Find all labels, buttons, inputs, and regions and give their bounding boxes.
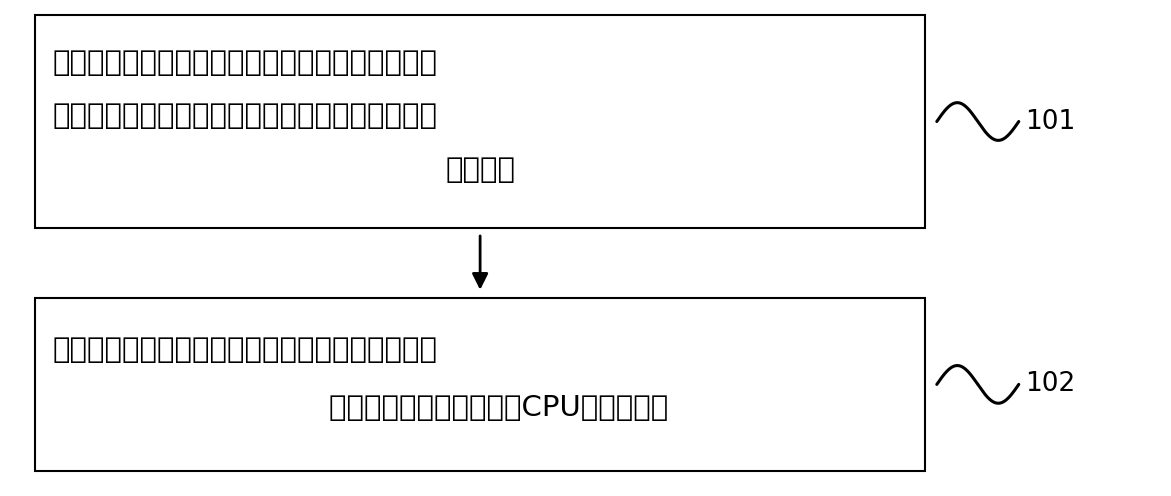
Text: 101: 101	[1025, 109, 1075, 134]
Text: 根据获取的所述当前场景进程包以及预先存储的调: 根据获取的所述当前场景进程包以及预先存储的调	[53, 336, 438, 364]
Text: 入事件时，获取与所述场景进入事件对应的当前场: 入事件时，获取与所述场景进入事件对应的当前场	[53, 102, 438, 130]
FancyBboxPatch shape	[35, 15, 925, 228]
Text: 景进程包: 景进程包	[445, 156, 515, 184]
Text: 102: 102	[1025, 372, 1075, 397]
Text: 在检测到由应用程序前台启动操作所触发的场景进: 在检测到由应用程序前台启动操作所触发的场景进	[53, 49, 438, 77]
Text: 频模式列表，调整终端中CPU的调频模式: 频模式列表，调整终端中CPU的调频模式	[292, 393, 669, 422]
FancyBboxPatch shape	[35, 298, 925, 471]
